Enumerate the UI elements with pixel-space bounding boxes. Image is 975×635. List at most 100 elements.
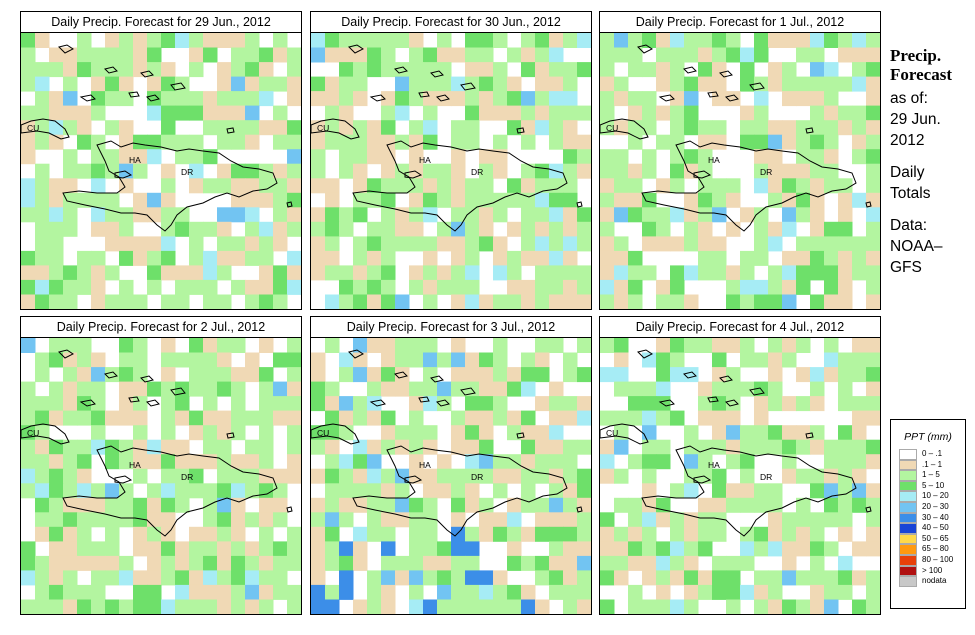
precip-cell: [810, 512, 825, 528]
precip-cell: [381, 134, 396, 150]
precip-cell: [796, 468, 811, 484]
precip-cell: [49, 526, 64, 542]
panel-title: Daily Precip. Forecast for 4 Jul., 2012: [599, 316, 881, 338]
precip-cell: [642, 410, 657, 426]
precip-cell: [35, 294, 50, 309]
legend-label: .1 – 1: [922, 459, 943, 469]
precip-cell: [628, 47, 643, 63]
precip-cell: [189, 265, 204, 281]
precip-cell: [754, 207, 769, 223]
precip-cell: [465, 555, 480, 571]
precip-cell: [521, 526, 536, 542]
precip-cell: [549, 497, 564, 513]
precip-cell: [740, 541, 755, 557]
precip-map: CU HA DR: [599, 337, 881, 615]
precip-cell: [838, 512, 853, 528]
precip-cell: [259, 62, 274, 78]
precip-cell: [866, 294, 880, 309]
precip-cell: [451, 294, 466, 309]
precip-cell: [535, 279, 550, 295]
precip-cell: [670, 265, 685, 281]
precip-cell: [231, 338, 246, 353]
precip-cell: [311, 367, 326, 383]
precip-cell: [535, 352, 550, 368]
precip-cell: [259, 192, 274, 208]
precip-cell: [217, 236, 232, 252]
precip-cell: [21, 468, 36, 484]
precip-cell: [49, 468, 64, 484]
precip-cell: [838, 454, 853, 470]
precip-cell: [21, 250, 36, 266]
precip-cell: [367, 250, 382, 266]
precip-cell: [563, 526, 578, 542]
precip-cell: [726, 425, 741, 441]
precip-cell: [670, 555, 685, 571]
precip-cell: [796, 236, 811, 252]
precip-cell: [273, 381, 288, 397]
precip-cell: [189, 526, 204, 542]
precip-cell: [49, 541, 64, 557]
precip-cell: [231, 91, 246, 107]
precip-cell: [507, 192, 522, 208]
precip-cell: [507, 250, 522, 266]
precip-cell: [259, 221, 274, 237]
precip-cell: [245, 178, 260, 194]
precip-cell: [189, 221, 204, 237]
precip-cell: [311, 221, 326, 237]
precip-cell: [684, 294, 699, 309]
precip-cell: [577, 555, 591, 571]
precip-cell: [656, 105, 671, 121]
precip-cell: [810, 265, 825, 281]
precip-map: CU HA DR: [20, 337, 302, 615]
precip-cell: [451, 468, 466, 484]
precip-cell: [119, 367, 134, 383]
precip-cell: [670, 294, 685, 309]
precip-cell: [381, 526, 396, 542]
precip-cell: [63, 265, 78, 281]
precip-cell: [451, 410, 466, 426]
precip-cell: [656, 47, 671, 63]
precip-cell: [35, 265, 50, 281]
precip-cell: [287, 526, 301, 542]
precip-cell: [105, 149, 120, 165]
precip-cell: [353, 338, 368, 353]
precip-cell: [325, 105, 340, 121]
precip-cell: [133, 294, 148, 309]
precip-cell: [231, 570, 246, 586]
precip-cell: [311, 555, 326, 571]
precip-cell: [287, 279, 301, 295]
precip-cell: [451, 134, 466, 150]
precip-cell: [563, 294, 578, 309]
precip-cell: [782, 62, 797, 78]
precip-cell: [614, 381, 629, 397]
precip-cell: [656, 279, 671, 295]
precip-cell: [325, 555, 340, 571]
precip-cell: [628, 91, 643, 107]
precip-cell: [259, 555, 274, 571]
precip-cell: [287, 62, 301, 78]
precip-cell: [549, 62, 564, 78]
precip-cell: [381, 555, 396, 571]
precip-cell: [670, 367, 685, 383]
precip-cell: [866, 396, 880, 412]
precip-cell: [549, 425, 564, 441]
precip-cell: [409, 410, 424, 426]
precip-cell: [670, 91, 685, 107]
precip-cell: [451, 526, 466, 542]
precip-cell: [810, 294, 825, 309]
precip-cell: [273, 279, 288, 295]
precip-cell: [217, 338, 232, 353]
precip-cell: [796, 163, 811, 179]
precip-cell: [712, 338, 727, 353]
precip-cell: [423, 352, 438, 368]
precip-cell: [21, 599, 36, 614]
precip-cell: [203, 91, 218, 107]
precip-cell: [614, 439, 629, 455]
data-line-1: Data:: [890, 217, 928, 234]
precip-cell: [287, 207, 301, 223]
precip-cell: [133, 338, 148, 353]
precip-cell: [824, 338, 839, 353]
precip-cell: [824, 468, 839, 484]
precip-cell: [600, 62, 615, 78]
